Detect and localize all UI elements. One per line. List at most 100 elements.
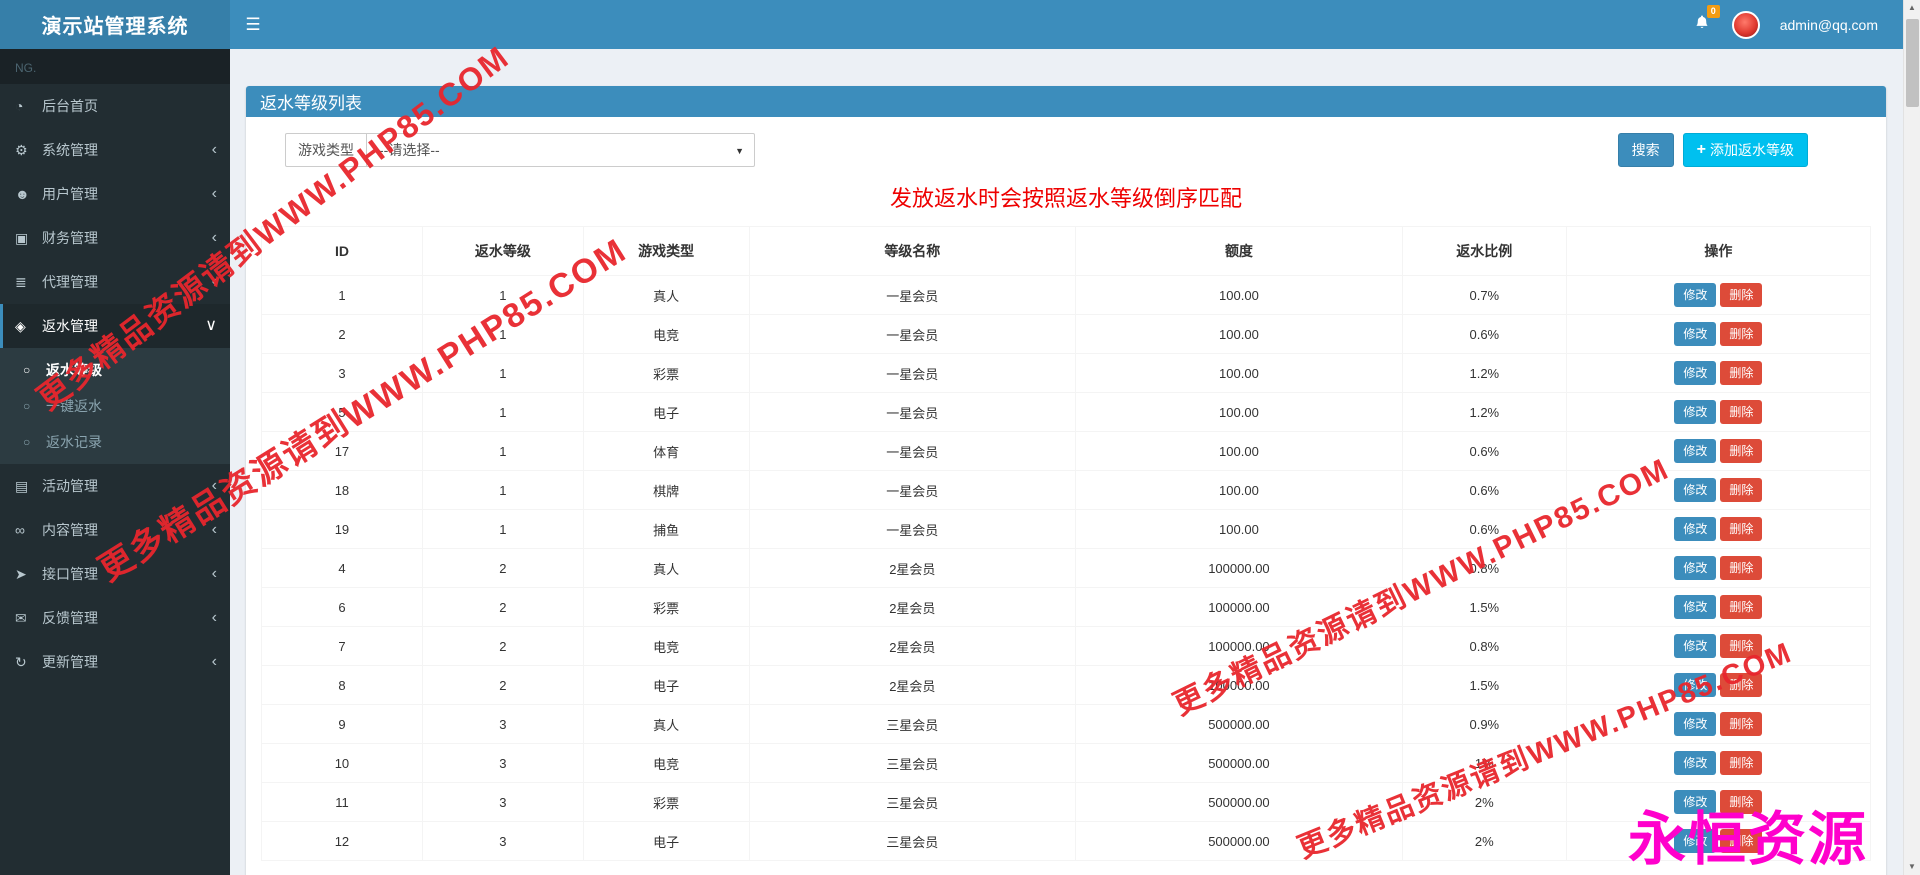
edit-button[interactable]: 修改 (1674, 439, 1717, 463)
cell-quota: 100000.00 (1075, 665, 1403, 705)
cell-quota: 100.00 (1075, 431, 1403, 471)
chevron-left-icon: ‹ (211, 521, 217, 538)
table-row: 3 1 彩票 一星会员 100.00 1.2% 修改 删除 (261, 353, 1872, 393)
cell-level: 1 (421, 353, 584, 393)
delete-button[interactable]: 删除 (1720, 712, 1763, 736)
cell-actions: 修改 删除 (1565, 275, 1872, 315)
sidebar-item-content[interactable]: ∞ 内容管理 ‹ (0, 508, 230, 552)
edit-button[interactable]: 修改 (1674, 361, 1717, 385)
cell-id: 18 (261, 470, 423, 510)
cell-quota: 100.00 (1075, 392, 1403, 432)
chevron-left-icon: ‹ (211, 185, 217, 202)
edit-button[interactable]: 修改 (1674, 556, 1717, 580)
delete-button[interactable]: 删除 (1720, 322, 1763, 346)
edit-button[interactable]: 修改 (1674, 595, 1717, 619)
edit-button[interactable]: 修改 (1674, 829, 1717, 853)
sidebar-item-label: 更新管理 (42, 654, 98, 670)
sidebar-item-label: 代理管理 (42, 274, 98, 290)
sidebar-item-system[interactable]: ⚙ 系统管理 ‹ (0, 128, 230, 172)
edit-button[interactable]: 修改 (1674, 517, 1717, 541)
delete-button[interactable]: 删除 (1720, 634, 1763, 658)
cell-name: 一星会员 (748, 470, 1077, 510)
edit-button[interactable]: 修改 (1674, 790, 1717, 814)
delete-button[interactable]: 删除 (1720, 478, 1763, 502)
sidebar-toggle-button[interactable]: ☰ (230, 0, 276, 49)
game-type-select[interactable]: --请选择-- ▼ (367, 134, 754, 166)
edit-button[interactable]: 修改 (1674, 478, 1717, 502)
cell-game: 真人 (582, 548, 750, 588)
sidebar-item-rebate-level[interactable]: ○ 返水等级 (0, 352, 230, 388)
delete-button[interactable]: 删除 (1720, 283, 1763, 307)
edit-button[interactable]: 修改 (1674, 283, 1717, 307)
scroll-down-arrow-icon[interactable]: ▼ (1908, 862, 1916, 871)
edit-button[interactable]: 修改 (1674, 712, 1717, 736)
table-row: 19 1 捕鱼 一星会员 100.00 0.6% 修改 删除 (261, 509, 1872, 549)
sidebar-item-label: 一键返水 (46, 398, 102, 414)
cell-game: 真人 (582, 275, 750, 315)
cell-actions: 修改 删除 (1565, 392, 1872, 432)
delete-button[interactable]: 删除 (1720, 829, 1763, 853)
cell-quota: 100.00 (1075, 275, 1403, 315)
cell-actions: 修改 删除 (1565, 509, 1872, 549)
cell-level: 1 (421, 314, 584, 354)
delete-button[interactable]: 删除 (1720, 400, 1763, 424)
cell-level: 2 (421, 587, 584, 627)
edit-button[interactable]: 修改 (1674, 751, 1717, 775)
edit-button[interactable]: 修改 (1674, 400, 1717, 424)
user-menu[interactable]: admin@qq.com (1779, 16, 1878, 33)
cell-game: 电子 (582, 392, 750, 432)
game-type-filter-group: 游戏类型 --请选择-- ▼ (285, 133, 755, 167)
table-row: 10 3 电竞 三星会员 500000.00 1% 修改 删除 (261, 743, 1872, 783)
search-button[interactable]: 搜索 (1617, 133, 1674, 167)
delete-button[interactable]: 删除 (1720, 751, 1763, 775)
notifications-button[interactable]: 0 (1692, 4, 1720, 40)
delete-button[interactable]: 删除 (1720, 361, 1763, 385)
cell-actions: 修改 删除 (1565, 431, 1872, 471)
edit-button[interactable]: 修改 (1674, 673, 1717, 697)
sidebar-item-rebate[interactable]: ◈ 返水管理 ∨ (0, 304, 230, 348)
edit-button[interactable]: 修改 (1674, 322, 1717, 346)
scrollbar-thumb[interactable] (1905, 19, 1919, 107)
sidebar-item-agent[interactable]: ≣ 代理管理 ‹ (0, 260, 230, 304)
scrollbar[interactable]: ▲ ▼ (1903, 0, 1920, 875)
cell-level: 2 (421, 626, 584, 666)
cell-game: 电子 (582, 665, 750, 705)
comment-icon: ✉ (15, 609, 27, 626)
sidebar-item-dashboard[interactable]: ◔ 后台首页 (0, 84, 230, 128)
table-row: 9 3 真人 三星会员 500000.00 0.9% 修改 删除 (261, 704, 1872, 744)
avatar[interactable] (1731, 10, 1760, 39)
cell-id: 5 (261, 392, 423, 432)
sidebar-item-feedback[interactable]: ✉ 反馈管理 ‹ (0, 596, 230, 640)
sidebar-item-label: 后台首页 (42, 98, 98, 114)
delete-button[interactable]: 删除 (1720, 595, 1763, 619)
sidebar-item-update[interactable]: ↻ 更新管理 ‹ (0, 640, 230, 684)
cell-quota: 500000.00 (1075, 743, 1403, 783)
app-logo[interactable]: 演示站管理系统 (0, 0, 230, 49)
gem-icon: ◈ (15, 317, 26, 334)
chevron-left-icon: ‹ (211, 653, 217, 670)
cell-game: 电竞 (582, 626, 750, 666)
delete-button[interactable]: 删除 (1720, 673, 1763, 697)
cell-actions: 修改 删除 (1565, 548, 1872, 588)
cell-ratio: 1% (1401, 743, 1567, 783)
sidebar-item-rebate-record[interactable]: ○ 返水记录 (0, 424, 230, 460)
sidebar-item-api[interactable]: ➤ 接口管理 ‹ (0, 552, 230, 596)
cell-name: 一星会员 (748, 314, 1077, 354)
delete-button[interactable]: 删除 (1720, 790, 1763, 814)
cell-ratio: 1.5% (1401, 587, 1567, 627)
delete-button[interactable]: 删除 (1720, 556, 1763, 580)
add-rebate-level-button[interactable]: + 添加返水等级 (1682, 133, 1808, 167)
cell-game: 电竞 (582, 314, 750, 354)
sidebar-item-one-key-rebate[interactable]: ○ 一键返水 (0, 388, 230, 424)
scroll-up-arrow-icon[interactable]: ▲ (1908, 3, 1916, 12)
sidebar-item-finance[interactable]: ▣ 财务管理 ‹ (0, 216, 230, 260)
sidebar-item-users[interactable]: ☻ 用户管理 ‹ (0, 172, 230, 216)
sidebar-item-label: 接口管理 (42, 566, 98, 582)
sidebar-item-activity[interactable]: ▤ 活动管理 ‹ (0, 464, 230, 508)
delete-button[interactable]: 删除 (1720, 439, 1763, 463)
delete-button[interactable]: 删除 (1720, 517, 1763, 541)
cell-name: 三星会员 (748, 782, 1077, 822)
cell-id: 17 (261, 431, 423, 471)
edit-button[interactable]: 修改 (1674, 634, 1717, 658)
cell-ratio: 0.7% (1401, 275, 1567, 315)
